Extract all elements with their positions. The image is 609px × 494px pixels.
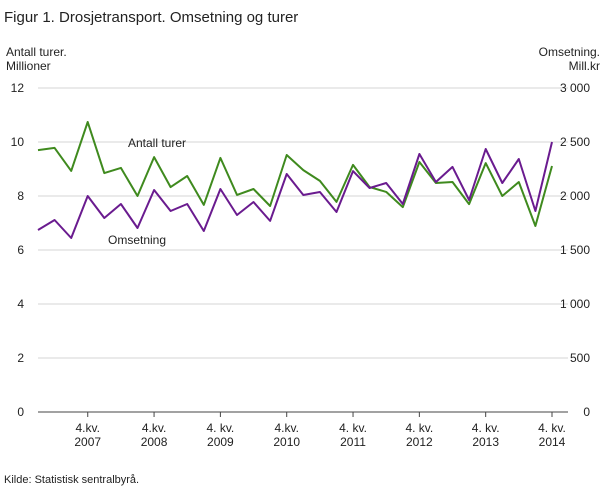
y2-tick-label: 1 500 [560, 243, 590, 257]
x-tick-label: 4. kv. 2009 [206, 421, 234, 449]
line-series [37, 121, 553, 227]
y2-tick-label: 3 000 [560, 81, 590, 95]
y2-tick-label: 2 500 [560, 135, 590, 149]
x-tick-label: 4.kv. 2010 [273, 421, 300, 449]
y2-tick-label: 2 000 [560, 189, 590, 203]
y-tick-label: 4 [17, 297, 24, 311]
y-tick-label: 10 [11, 135, 25, 149]
y-tick-label: 0 [17, 405, 24, 419]
y2-tick-label: 0 [583, 405, 590, 419]
y-axis-label: Antall turer. Millioner [6, 45, 67, 73]
x-tick-label: 4. kv. 2014 [538, 421, 566, 449]
y2-tick-label: 500 [570, 351, 590, 365]
x-tick-label: 4.kv. 2007 [74, 421, 101, 449]
source: Kilde: Statistisk sentralbyrå. [4, 474, 139, 486]
series-label: Antall turer [128, 136, 186, 150]
y2-axis-label: Omsetning. Mill.kr [539, 45, 600, 73]
line-series [37, 141, 553, 239]
series-label: Omsetning [108, 233, 166, 247]
chart-title: Figur 1. Drosjetransport. Omsetning og t… [4, 9, 298, 26]
y-tick-label: 6 [17, 243, 24, 257]
y-tick-label: 8 [17, 189, 24, 203]
x-tick-label: 4. kv. 2013 [472, 421, 500, 449]
y-tick-label: 12 [11, 81, 25, 95]
y2-tick-label: 1 000 [560, 297, 590, 311]
y-tick-label: 2 [17, 351, 24, 365]
x-tick-label: 4. kv. 2011 [339, 421, 367, 449]
x-tick-label: 4.kv. 2008 [141, 421, 168, 449]
x-tick-label: 4. kv. 2012 [405, 421, 433, 449]
